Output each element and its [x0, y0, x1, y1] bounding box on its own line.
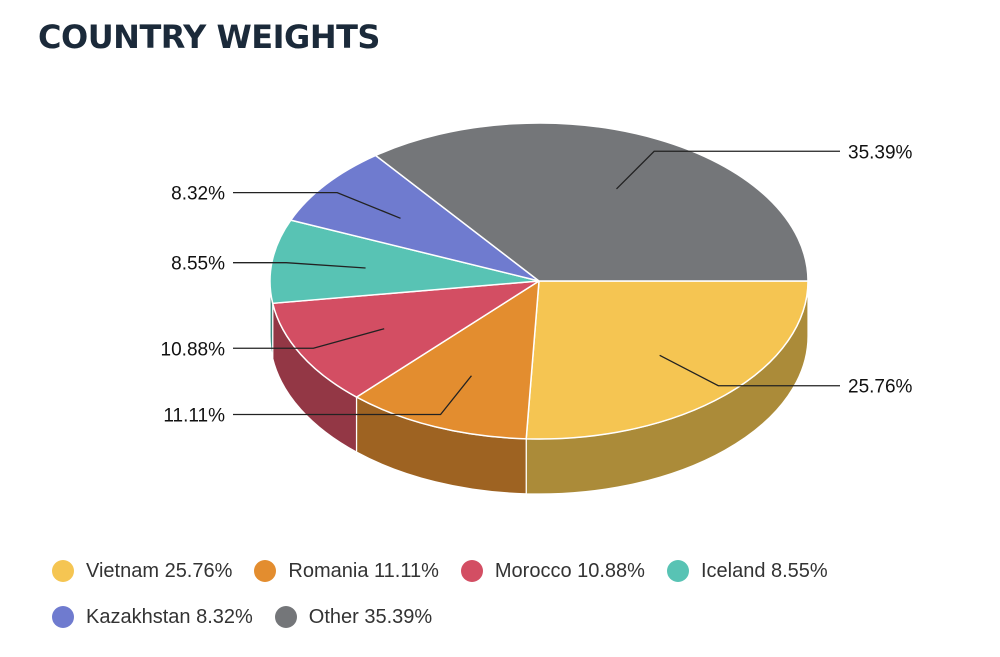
leader-line: [659, 354, 840, 387]
pie-slice-morocco[interactable]: [271, 280, 540, 398]
slice-label-romania: 11.11%: [163, 405, 225, 426]
legend-label: Romania 11.11%: [288, 559, 439, 582]
legend-swatch: [666, 560, 689, 582]
leader-line: [233, 191, 401, 219]
pie-slice-vietnam[interactable]: [525, 280, 809, 440]
slice-label-kazakhstan: 8.32%: [171, 184, 225, 205]
legend-swatch: [52, 606, 74, 628]
leader-line: [233, 328, 385, 349]
legend-swatch: [460, 560, 483, 582]
slice-label-vietnam: 25.76%: [848, 377, 913, 398]
legend-item-vietnam[interactable]: Vietnam 25.76%: [52, 560, 232, 583]
legend-label: Other 35.39%: [308, 605, 433, 628]
leader-line: [233, 262, 366, 269]
pie-slices: [269, 122, 809, 440]
leader-line: [233, 375, 472, 416]
slice-label-other: 35.39%: [848, 142, 913, 163]
legend-item-iceland[interactable]: Iceland 8.55%: [666, 559, 828, 583]
legend-item-kazakhstan[interactable]: Kazakhstan 8.32%: [52, 606, 253, 629]
pie-slice-romania[interactable]: [355, 280, 540, 440]
pie-slice-kazakhstan[interactable]: [290, 154, 540, 282]
chart-title: COUNTRY WEIGHTS: [38, 18, 380, 56]
pie-slice-other[interactable]: [374, 122, 809, 282]
slice-label-iceland: 8.55%: [171, 254, 225, 275]
legend-swatch: [254, 560, 277, 582]
legend-label: Iceland 8.55%: [700, 559, 828, 582]
legend-item-morocco[interactable]: Morocco 10.88%: [460, 559, 645, 583]
leader-line: [616, 150, 840, 190]
legend-swatch: [274, 606, 297, 628]
pie-slice-iceland[interactable]: [269, 219, 540, 305]
legend-label: Morocco 10.88%: [494, 559, 645, 582]
legend-row: Vietnam 25.76% Romania 11.11% Morocco 10.8…: [52, 548, 952, 594]
legend-swatch: [52, 560, 74, 582]
legend-item-romania[interactable]: Romania 11.11%: [254, 559, 439, 583]
legend-label: Kazakhstan 8.32%: [86, 605, 253, 628]
slice-label-morocco: 10.88%: [161, 339, 226, 360]
legend-item-other[interactable]: Other 35.39%: [274, 605, 433, 629]
legend: Vietnam 25.76% Romania 11.11% Morocco 10.8…: [52, 548, 952, 640]
legend-label: Vietnam 25.76%: [86, 559, 233, 582]
pie-chart: 25.76% 11.11% 10.88% 8.55% 8.32% 35.39%: [161, 122, 913, 495]
pie-labels: 25.76% 11.11% 10.88% 8.55% 8.32% 35.39%: [161, 142, 913, 426]
legend-row: Kazakhstan 8.32% Other 35.39%: [52, 594, 952, 640]
